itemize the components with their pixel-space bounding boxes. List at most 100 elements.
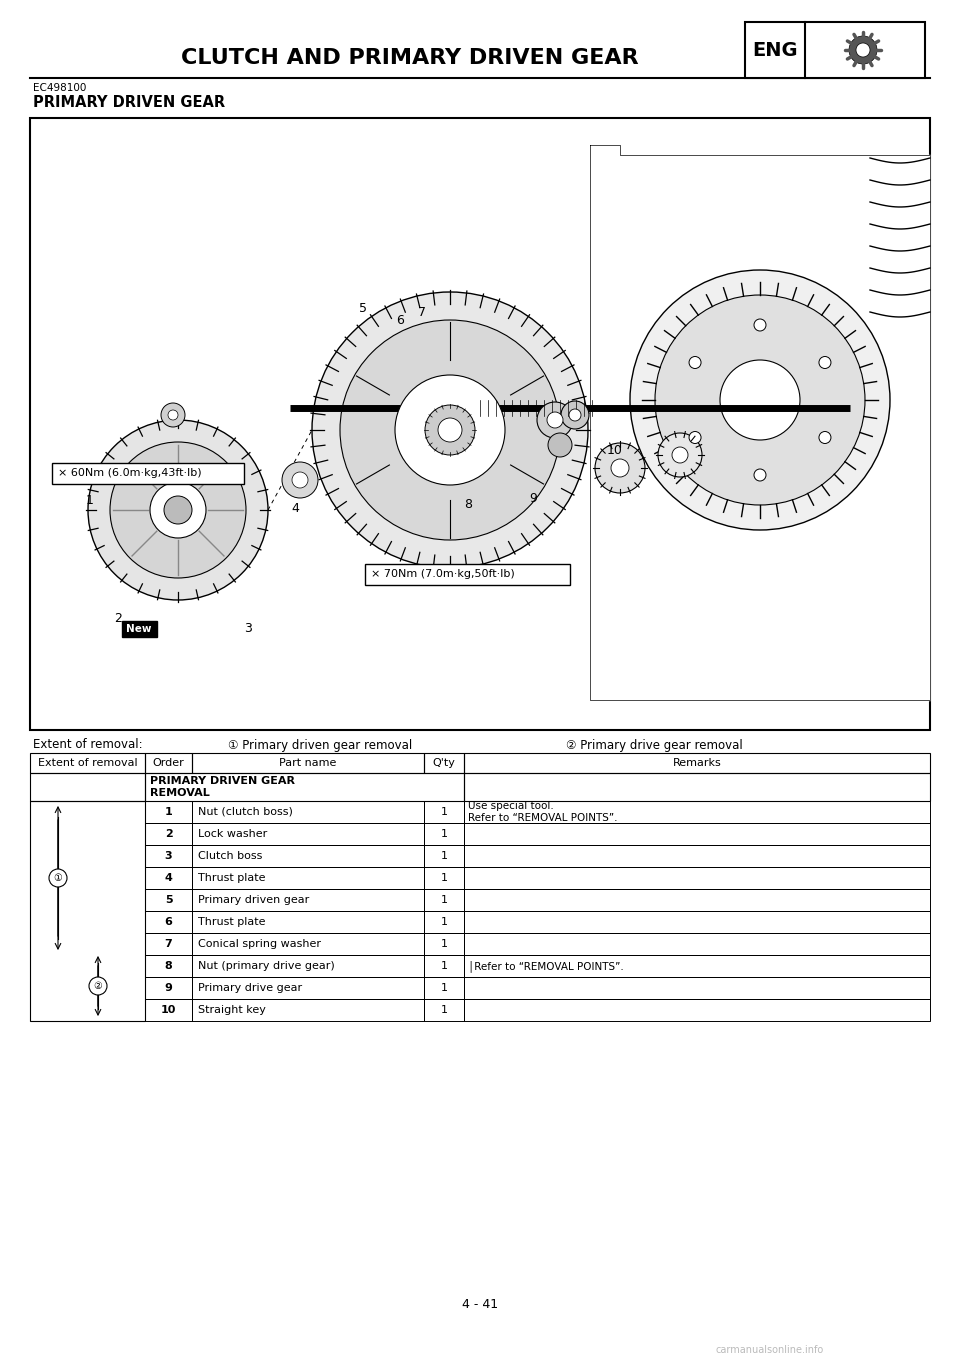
- Text: Straight key: Straight key: [198, 1005, 266, 1014]
- Circle shape: [630, 270, 890, 530]
- Circle shape: [611, 459, 629, 477]
- Bar: [424, 823, 464, 845]
- Text: ENG: ENG: [753, 41, 798, 60]
- Text: 6: 6: [396, 314, 404, 326]
- Bar: [464, 889, 930, 911]
- Circle shape: [658, 433, 702, 477]
- Text: 4: 4: [164, 873, 173, 883]
- Bar: [145, 911, 192, 933]
- Text: 1: 1: [86, 493, 94, 507]
- Text: 5: 5: [359, 301, 367, 315]
- Bar: [122, 621, 157, 637]
- Circle shape: [655, 295, 865, 505]
- Text: 1: 1: [441, 1005, 447, 1014]
- Circle shape: [88, 420, 268, 600]
- Text: 1: 1: [441, 895, 447, 904]
- Circle shape: [672, 447, 688, 463]
- Text: ① Primary driven gear removal: ① Primary driven gear removal: [228, 739, 412, 751]
- Circle shape: [754, 319, 766, 331]
- Circle shape: [164, 496, 192, 524]
- Text: 6: 6: [164, 917, 173, 928]
- Text: PRIMARY DRIVEN GEAR
REMOVAL: PRIMARY DRIVEN GEAR REMOVAL: [150, 775, 295, 799]
- Circle shape: [689, 432, 701, 444]
- Circle shape: [754, 469, 766, 481]
- Bar: [145, 752, 192, 773]
- Text: Part name: Part name: [279, 758, 337, 769]
- Text: Primary drive gear: Primary drive gear: [198, 983, 302, 993]
- Text: 8: 8: [464, 498, 472, 512]
- Circle shape: [595, 443, 645, 493]
- Circle shape: [282, 462, 318, 498]
- Text: 1: 1: [441, 807, 447, 818]
- Text: 1: 1: [441, 961, 447, 971]
- Text: × 60Nm (6.0m·kg,43ft·lb): × 60Nm (6.0m·kg,43ft·lb): [58, 469, 202, 478]
- Text: 4: 4: [291, 501, 299, 515]
- Bar: [145, 889, 192, 911]
- Text: ② Primary drive gear removal: ② Primary drive gear removal: [566, 739, 743, 751]
- Bar: [30, 752, 145, 773]
- Text: Extent of removal:: Extent of removal:: [33, 739, 143, 751]
- Bar: [424, 752, 464, 773]
- Text: PRIMARY DRIVEN GEAR: PRIMARY DRIVEN GEAR: [33, 95, 226, 110]
- Bar: [365, 564, 570, 585]
- Bar: [30, 773, 145, 801]
- Bar: [464, 845, 930, 866]
- Bar: [424, 866, 464, 889]
- Text: Primary driven gear: Primary driven gear: [198, 895, 309, 904]
- Text: 10: 10: [161, 1005, 177, 1014]
- Text: Lock washer: Lock washer: [198, 828, 267, 839]
- Bar: [464, 955, 930, 976]
- Bar: [424, 999, 464, 1021]
- Text: EC498100: EC498100: [33, 83, 86, 92]
- Bar: [464, 773, 930, 801]
- Bar: [424, 911, 464, 933]
- Bar: [145, 976, 192, 999]
- Circle shape: [292, 473, 308, 488]
- Text: 3: 3: [165, 851, 172, 861]
- Circle shape: [168, 410, 178, 420]
- Text: 2: 2: [114, 611, 122, 625]
- Circle shape: [548, 433, 572, 458]
- Text: 4 - 41: 4 - 41: [462, 1298, 498, 1312]
- Text: 7: 7: [164, 938, 173, 949]
- Text: Thrust plate: Thrust plate: [198, 917, 266, 928]
- Circle shape: [819, 357, 831, 368]
- Text: 1: 1: [441, 917, 447, 928]
- Bar: [464, 976, 930, 999]
- Bar: [192, 845, 424, 866]
- Bar: [145, 866, 192, 889]
- Circle shape: [561, 401, 589, 429]
- Bar: [52, 463, 244, 483]
- Bar: [464, 752, 930, 773]
- Bar: [464, 911, 930, 933]
- Text: 1: 1: [441, 828, 447, 839]
- Bar: [464, 823, 930, 845]
- Bar: [464, 801, 930, 823]
- Bar: [424, 889, 464, 911]
- Circle shape: [161, 403, 185, 426]
- Bar: [464, 999, 930, 1021]
- Circle shape: [425, 405, 475, 455]
- Bar: [464, 933, 930, 955]
- Bar: [145, 955, 192, 976]
- Text: Nut (primary drive gear): Nut (primary drive gear): [198, 961, 335, 971]
- Bar: [192, 911, 424, 933]
- Text: Thrust plate: Thrust plate: [198, 873, 266, 883]
- Bar: [145, 999, 192, 1021]
- Circle shape: [312, 292, 588, 568]
- Text: 5: 5: [165, 895, 172, 904]
- Text: New: New: [127, 623, 152, 634]
- Bar: [424, 933, 464, 955]
- Text: Conical spring washer: Conical spring washer: [198, 938, 321, 949]
- Text: ①: ①: [54, 873, 62, 883]
- Circle shape: [150, 482, 206, 538]
- Circle shape: [856, 43, 870, 57]
- Bar: [424, 976, 464, 999]
- Bar: [464, 866, 930, 889]
- Circle shape: [89, 976, 107, 995]
- Text: 9: 9: [164, 983, 173, 993]
- Text: ②: ②: [94, 980, 103, 991]
- Bar: [30, 118, 930, 731]
- Circle shape: [438, 418, 462, 441]
- Circle shape: [849, 37, 877, 64]
